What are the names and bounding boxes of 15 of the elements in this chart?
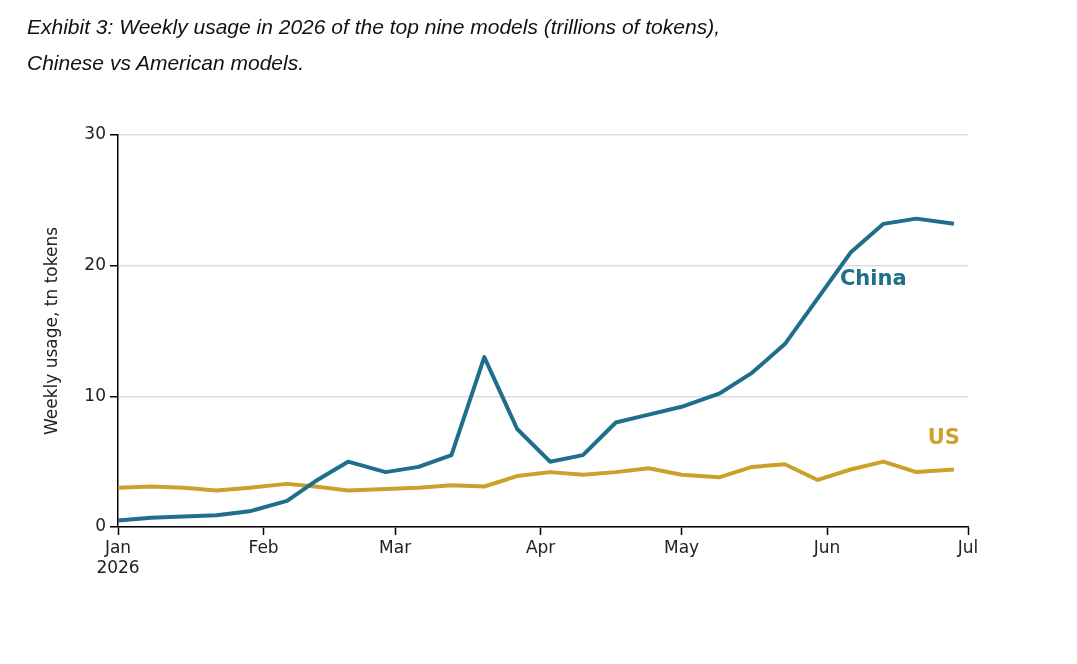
y-tick-label: 0 [95,515,106,536]
x-tick-label: Feb [248,537,279,558]
x-tick-label: Jan 2026 [96,537,140,577]
x-tick-label: Jun [812,537,841,558]
x-tick-label: Mar [379,537,412,558]
series-label: US [927,424,960,449]
x-tick-label: Jul [956,537,979,558]
y-tick-label: 20 [84,254,106,275]
y-tick-label: 10 [84,384,106,405]
x-tick-label: Apr [525,537,556,558]
y-axis-title: Weekly usage, tn tokens [40,226,61,436]
x-tick-label: May [663,537,700,558]
y-tick-label: 30 [84,123,106,144]
series-label: China [839,266,907,291]
chart-title: Exhibit 3: Weekly usage in 2026 of the top nine models (trillions of tokens), Chinese vs American models. [27,14,721,76]
